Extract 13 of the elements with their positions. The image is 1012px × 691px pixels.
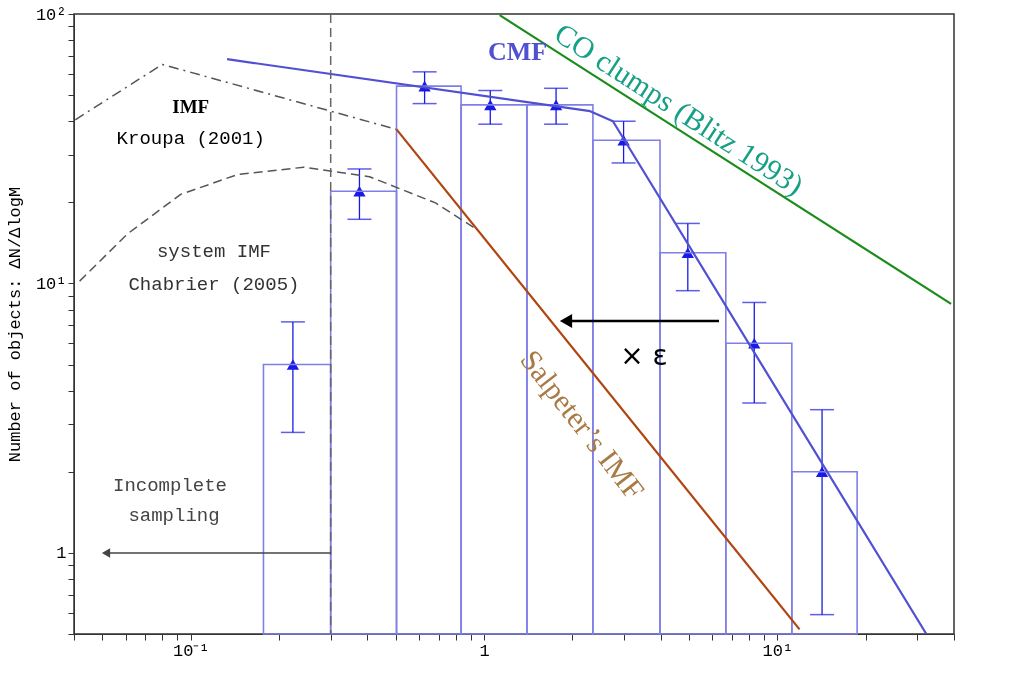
y-axis-title: Number of objects: ΔN/ΔlogM (5, 186, 25, 463)
series-label: system IMF Chabrier (2005) (128, 240, 300, 296)
x-tick-label: 10⁻¹ (172, 641, 210, 661)
y-tick-label: 1 (56, 544, 67, 564)
x-tick-label: 1 (479, 641, 490, 661)
point (286, 359, 300, 370)
y-tick-label: 10² (35, 5, 67, 25)
x-tick-label: 10¹ (762, 641, 794, 661)
series-label: CMF (487, 37, 548, 67)
series-label: IMF Kroupa (2001) (116, 96, 265, 151)
annotation: Incomplete sampling (112, 475, 228, 527)
annotation: × ε (620, 339, 668, 372)
y-tick-label: 10¹ (35, 274, 67, 294)
